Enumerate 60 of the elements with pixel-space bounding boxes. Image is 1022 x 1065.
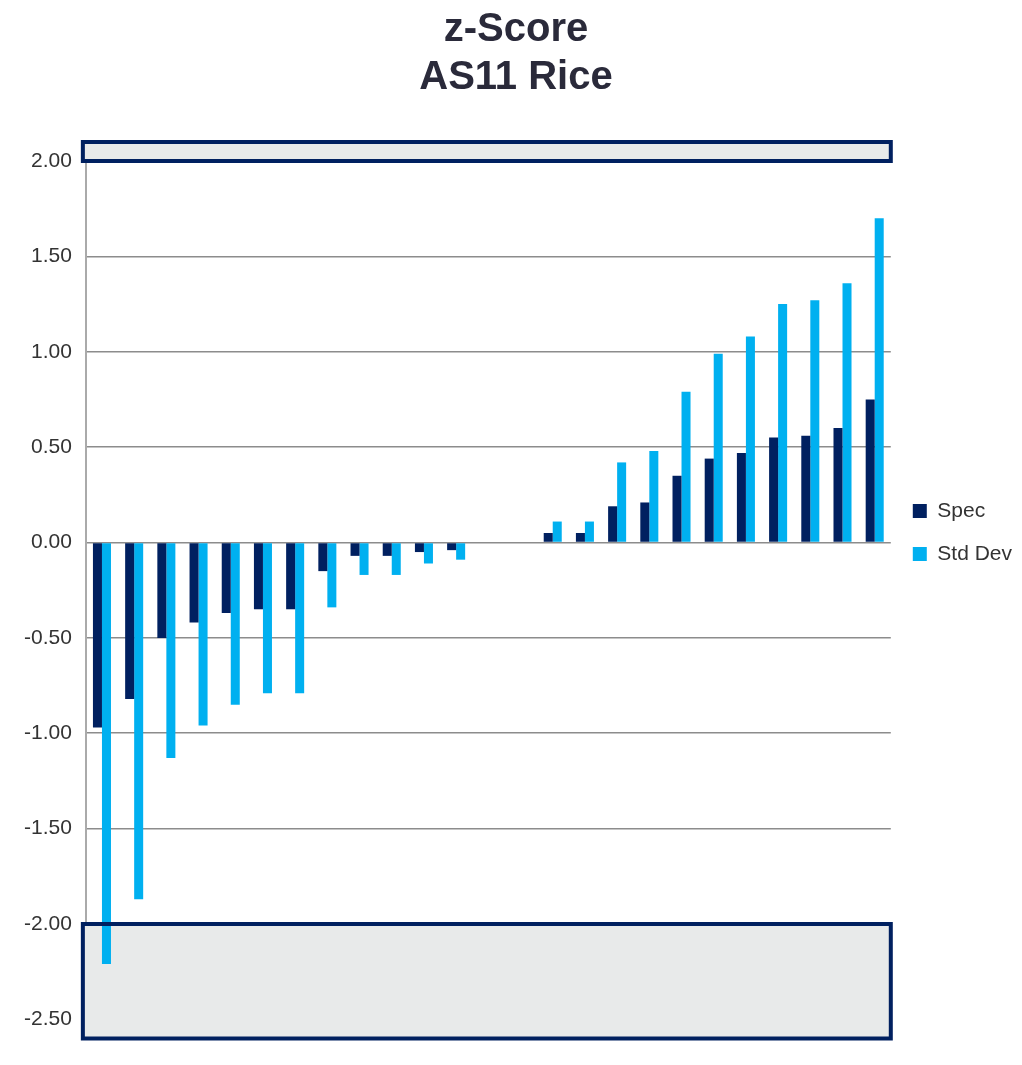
bar: [672, 475, 682, 542]
y-tick-label: 2.00: [30, 147, 72, 171]
bar: [801, 435, 811, 542]
bar: [286, 543, 296, 610]
y-tick-label: -1.50: [23, 815, 72, 839]
bar: [92, 543, 102, 728]
bar: [649, 450, 659, 542]
bar: [640, 502, 650, 542]
bar: [391, 543, 401, 575]
bar: [456, 543, 466, 560]
bar: [617, 462, 627, 542]
bar: [713, 353, 723, 542]
bar: [414, 543, 424, 553]
bar: [447, 543, 457, 551]
y-tick-label: -0.50: [23, 624, 72, 648]
bar: [125, 543, 135, 699]
bar: [769, 437, 779, 542]
bar: [575, 532, 585, 542]
bar: [221, 543, 231, 614]
y-tick-label: -2.50: [23, 1006, 72, 1030]
bar: [552, 521, 562, 542]
y-tick-label: -2.00: [23, 910, 72, 934]
bar: [382, 543, 392, 556]
y-tick-label: 0.50: [30, 433, 72, 457]
bar: [166, 543, 176, 759]
bar: [874, 218, 884, 542]
bar: [842, 283, 852, 542]
bar: [745, 336, 755, 542]
bar: [295, 543, 305, 694]
chart-subtitle: AS11 Rice: [419, 53, 613, 98]
y-tick-label: 1.50: [30, 243, 72, 267]
legend-label: Std Dev: [937, 540, 1013, 564]
y-tick-label: 1.00: [30, 338, 72, 362]
chart-title: z-Score: [443, 5, 589, 50]
bar: [134, 543, 144, 900]
bar: [262, 543, 272, 694]
bar: [584, 521, 594, 542]
bar: [359, 543, 369, 575]
bar: [318, 543, 328, 572]
bar: [681, 391, 691, 542]
bar: [101, 543, 111, 965]
bar: [736, 452, 746, 542]
legend-label: Spec: [937, 497, 986, 521]
bar: [230, 543, 240, 705]
bar: [608, 506, 618, 542]
bar: [833, 428, 843, 542]
bar: [253, 543, 263, 610]
bar: [423, 543, 433, 564]
bar: [189, 543, 199, 623]
y-tick-label: -1.00: [23, 720, 72, 744]
bar: [778, 304, 788, 542]
bar: [350, 543, 360, 556]
bar: [198, 543, 208, 726]
bar: [327, 543, 337, 608]
bar: [543, 532, 553, 542]
bar: [704, 458, 714, 542]
y-tick-label: 0.00: [30, 529, 72, 553]
bar: [865, 399, 875, 542]
bar: [157, 543, 167, 638]
bar: [810, 300, 820, 542]
